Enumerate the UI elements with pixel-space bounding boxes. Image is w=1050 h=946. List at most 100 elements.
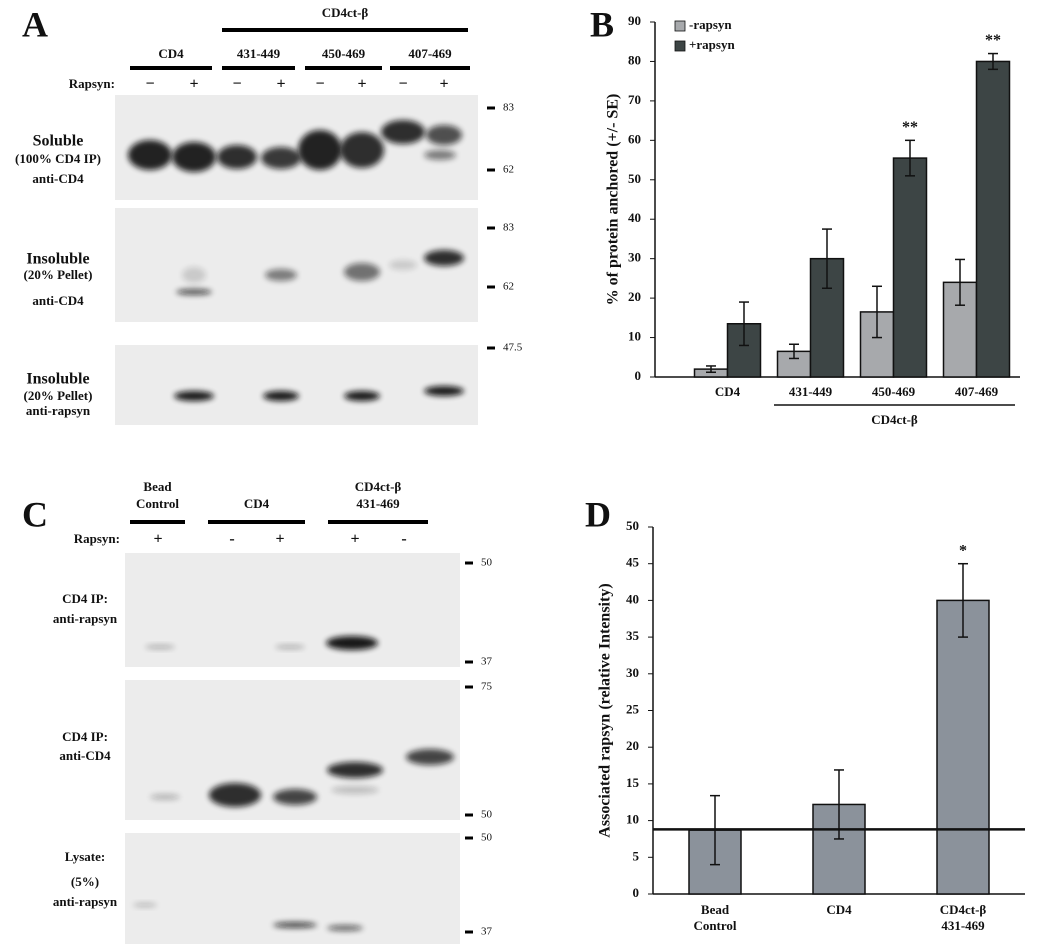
panel-letter: D (585, 494, 611, 534)
blot-label: anti-rapsyn (53, 611, 118, 626)
blot-band (176, 289, 212, 295)
marker-label: 62 (503, 281, 514, 293)
y-axis-label: % of protein anchored (+/- SE) (605, 94, 622, 306)
group-header: 431-469 (356, 496, 400, 511)
rapsyn-sign: + (189, 76, 198, 93)
marker-label: 37 (481, 926, 493, 938)
rapsyn-sign: − (315, 76, 324, 93)
blot-band (381, 120, 425, 144)
blot-band (327, 925, 363, 931)
marker-label: 37 (481, 656, 493, 668)
blot-label: anti-CD4 (32, 293, 84, 308)
rapsyn-sign: - (229, 531, 234, 548)
blot-band (263, 391, 299, 401)
y-tick-label: 60 (628, 131, 641, 146)
blot-band (217, 145, 257, 169)
blot-band (133, 903, 157, 907)
bar (936, 599, 990, 895)
x-tick-label: CD4 (826, 902, 852, 917)
marker-label: 62 (503, 164, 514, 176)
rapsyn-sign: + (275, 531, 284, 548)
x-tick-label: 407-469 (955, 384, 999, 399)
blot-band (344, 391, 380, 401)
rapsyn-sign: − (232, 76, 241, 93)
x-tick-label: CD4 (715, 384, 741, 399)
bar (975, 60, 1011, 378)
group-label: CD4ct-β (871, 412, 918, 427)
blot (125, 553, 460, 667)
marker-label: 75 (481, 681, 493, 693)
y-tick-label: 50 (626, 518, 639, 533)
marker-label: 47.5 (503, 342, 523, 354)
blot-band (406, 749, 454, 765)
blot-band (424, 150, 456, 160)
blot (115, 95, 478, 200)
blot-band (145, 645, 175, 649)
blot-label: Soluble (33, 133, 84, 150)
rapsyn-sign: − (398, 76, 407, 93)
chart: 0 5 10 15 20 25 30 35 40 45 50 Associated rapsyn (r… (597, 518, 1025, 933)
group-header: 431-449 (237, 46, 281, 61)
y-tick-label: 15 (626, 775, 640, 790)
x-tick-label: 450-469 (872, 384, 916, 399)
y-tick-label: 35 (626, 628, 640, 643)
blot-band (327, 762, 383, 778)
rapsyn-sign: + (350, 531, 359, 548)
group-header: CD4 (158, 46, 184, 61)
blot-band (172, 142, 216, 172)
y-tick-label: 50 (628, 171, 641, 186)
y-tick-label: 0 (633, 885, 640, 900)
legend-label: +rapsyn (689, 37, 735, 52)
blot-label: CD4 IP: (62, 591, 108, 606)
y-tick-label: 30 (628, 250, 641, 265)
blot-band (265, 269, 297, 281)
blot-band (424, 250, 464, 266)
blot-label: (20% Pellet) (24, 267, 93, 282)
group-header: CD4ct-β (355, 479, 402, 494)
blot (115, 208, 478, 322)
blot-band (389, 260, 417, 270)
group-header: CD4 (244, 496, 270, 511)
rapsyn-sign: + (153, 531, 162, 548)
x-tick-label: Bead Control (693, 902, 736, 933)
significance: ** (902, 119, 918, 136)
y-tick-label: 70 (628, 92, 641, 107)
y-tick-label: 5 (633, 848, 640, 863)
blot-label: (100% CD4 IP) (15, 151, 101, 166)
blot-band (424, 386, 464, 396)
group-header: 407-469 (408, 46, 452, 61)
blot (115, 345, 478, 425)
blot-band (128, 140, 172, 170)
significance: * (959, 542, 967, 559)
bar (859, 311, 895, 378)
y-tick-label: 20 (626, 738, 639, 753)
blot-band (273, 922, 317, 928)
blot-label: anti-CD4 (59, 748, 111, 763)
legend-label: -rapsyn (689, 17, 732, 32)
blot-band (275, 645, 305, 649)
blot-label: anti-rapsyn (26, 403, 91, 418)
rapsyn-sign: + (439, 76, 448, 93)
blot-band (426, 125, 462, 145)
rapsyn-sign: + (357, 76, 366, 93)
blot-band (273, 789, 317, 805)
blot-band (209, 783, 261, 807)
rapsyn-label: Rapsyn: (69, 76, 115, 91)
blot-label: CD4 IP: (62, 729, 108, 744)
blot-band (261, 147, 301, 169)
rapsyn-sign: − (145, 76, 154, 93)
blot-band (174, 391, 214, 401)
blot-band (182, 267, 206, 283)
legend-swatch (674, 20, 686, 32)
y-tick-label: 20 (628, 289, 641, 304)
marker-label: 83 (503, 102, 515, 114)
panel-letter: A (22, 4, 48, 44)
significance: ** (985, 32, 1001, 49)
blot-label: Insoluble (26, 251, 89, 268)
super-header: CD4ct-β (322, 5, 369, 20)
legend-swatch (674, 40, 686, 52)
y-tick-label: 30 (626, 665, 639, 680)
x-tick-label: CD4ct-β 431-469 (940, 902, 987, 933)
y-tick-label: 40 (628, 210, 641, 225)
